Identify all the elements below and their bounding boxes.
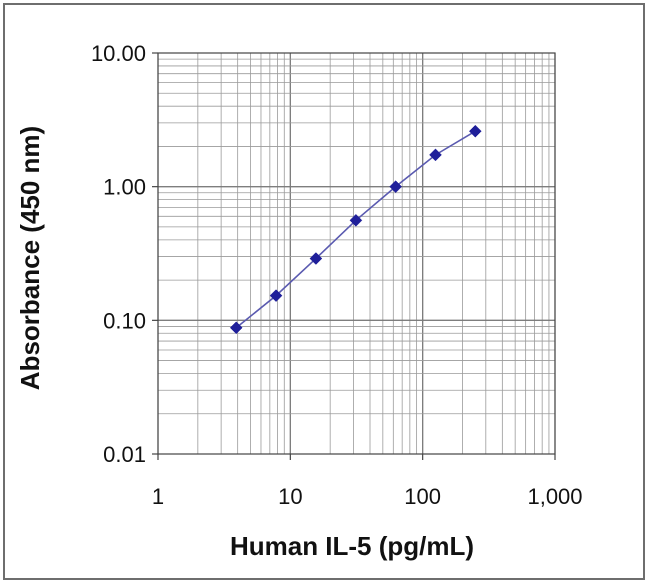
data-point [269,289,283,302]
data-point [468,124,482,138]
y-tick-labels: 10.00 1.00 0.10 0.01 [91,41,146,467]
y-tick-label: 1.00 [103,175,146,200]
y-axis-label: Absorbance (450 nm) [15,126,45,390]
plot-area [158,53,555,454]
x-tick-label: 1 [152,484,164,509]
data-point [309,252,323,265]
x-tick-labels: 1 10 100 1,000 [152,484,583,509]
data-point [429,148,442,162]
y-tick-label: 0.10 [103,308,146,333]
y-tick-label: 10.00 [91,41,146,66]
x-tick-label: 100 [404,484,441,509]
data-point [349,213,363,227]
y-tick-label: 0.01 [103,442,146,467]
data-series [229,124,482,335]
data-point [389,180,403,194]
axis-ticks [152,52,556,460]
plot-border [157,52,556,455]
x-tick-label: 1,000 [527,484,582,509]
x-tick-label: 10 [278,484,302,509]
data-point [229,321,243,335]
x-axis-label: Human IL-5 (pg/mL) [230,531,474,561]
